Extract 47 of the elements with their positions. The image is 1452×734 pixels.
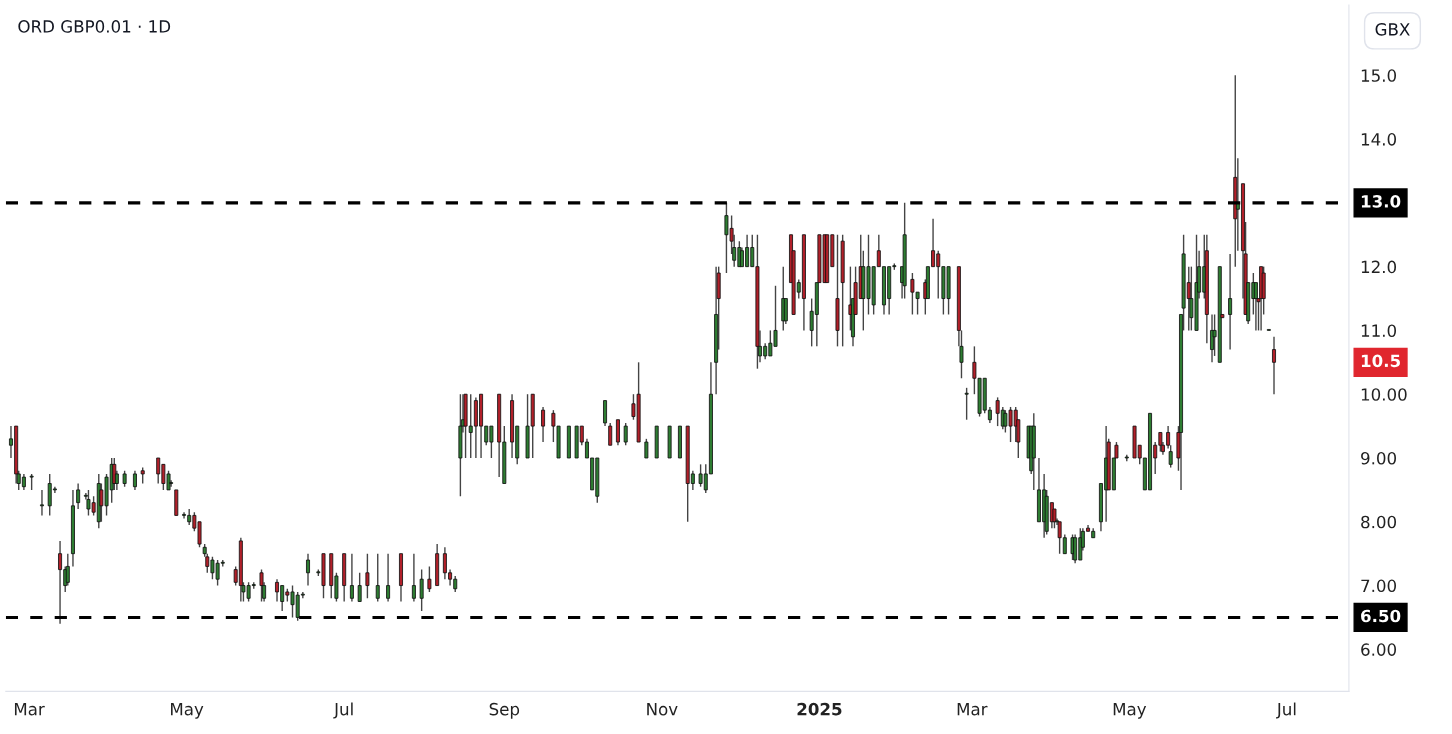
candlestick <box>259 568 264 603</box>
candlestick <box>58 540 63 625</box>
candlestick <box>615 419 620 446</box>
x-tick-label: Nov <box>647 703 678 716</box>
x-tick-label: 2025 <box>797 702 842 716</box>
y-tick-label: 10.00 <box>1361 388 1407 401</box>
candlestick <box>1073 533 1078 564</box>
x-tick-label: Mar <box>957 703 988 716</box>
candlestick <box>132 470 137 491</box>
candlestick <box>1228 253 1233 351</box>
y-tick-label: 11.0 <box>1361 324 1397 337</box>
candlestick <box>349 552 354 603</box>
candlestick <box>411 552 416 603</box>
candlestick <box>40 489 44 517</box>
y-axis-title: GBX <box>1375 23 1410 36</box>
x-tick-label: Jul <box>333 702 353 719</box>
y-tick-label: 7.00 <box>1361 579 1397 593</box>
candlestick <box>964 387 969 421</box>
candlestick <box>603 399 608 427</box>
candlestick <box>623 422 628 446</box>
text: 10.5 <box>1361 354 1400 368</box>
y-tick-label: 15.0 <box>1361 69 1397 82</box>
candlestick <box>644 438 649 459</box>
candlestick <box>375 552 380 603</box>
candlestick <box>427 565 432 593</box>
candlestick <box>365 552 370 600</box>
candlestick <box>541 406 546 443</box>
x-tick-label: Mar <box>14 703 45 716</box>
y-tick-label: 12.0 <box>1361 260 1397 274</box>
candlestick <box>357 572 362 603</box>
candlestick <box>419 568 424 612</box>
ref-line-label: 6.50 <box>1361 609 1401 623</box>
x-tick-label: May <box>1113 703 1147 719</box>
y-tick-label: 14.0 <box>1361 133 1397 146</box>
y-tick-label: 8.00 <box>1361 515 1397 529</box>
x-tick-label: May <box>171 703 204 719</box>
y-tick-label: 6.00 <box>1361 643 1397 656</box>
candlestick <box>1272 336 1276 395</box>
text: ORD GBP0.01 · 1D <box>18 20 171 33</box>
candlestick <box>76 482 81 510</box>
y-tick-label: 9.00 <box>1361 451 1397 465</box>
candlestick <box>306 552 310 587</box>
x-tick-label: Sep <box>489 702 520 719</box>
x-tick-label: Jul <box>1276 702 1296 719</box>
candlestick <box>386 552 391 603</box>
candlestick <box>608 422 613 446</box>
ref-line-label: 13.0 <box>1361 195 1401 208</box>
